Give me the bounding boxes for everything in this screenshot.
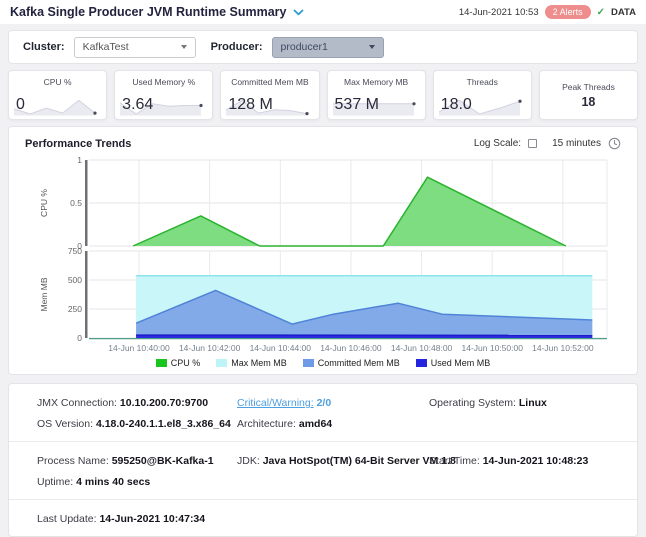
runtime-info-panel: JMX Connection: 10.10.200.70:9700 Critic… (8, 383, 638, 537)
svg-text:0: 0 (77, 333, 82, 343)
time-range-label[interactable]: 15 minutes (552, 138, 601, 149)
kpi-row: CPU % 0 Used Memory % 3.64 Committed Mem… (8, 70, 638, 120)
legend-color-chip (303, 359, 314, 367)
kpi-value: 3.64 (122, 96, 153, 114)
kpi-card-committed-mem[interactable]: Committed Mem MB 128 M (220, 70, 319, 120)
producer-select[interactable]: producer1 (272, 37, 384, 58)
svg-text:14-Jun 10:48:00: 14-Jun 10:48:00 (391, 343, 453, 353)
legend-item[interactable]: Used Mem MB (416, 358, 491, 368)
legend-item[interactable]: CPU % (156, 358, 201, 368)
top-bar: Kafka Single Producer JVM Runtime Summar… (0, 0, 646, 24)
svg-text:14-Jun 10:46:00: 14-Jun 10:46:00 (320, 343, 382, 353)
legend-color-chip (416, 359, 427, 367)
caret-down-icon (369, 45, 375, 49)
svg-text:750: 750 (68, 246, 82, 256)
performance-trends-chart: 00.51CPU %0250500750Mem MB14-Jun 10:40:0… (17, 154, 631, 356)
log-scale-checkbox[interactable] (528, 139, 537, 148)
start-time: Start Time: 14-Jun-2021 10:48:23 (429, 455, 609, 467)
legend-item[interactable]: Committed Mem MB (303, 358, 400, 368)
critical-warning-link[interactable]: Critical/Warning: 2/0 (237, 397, 429, 409)
kpi-title: Committed Mem MB (221, 77, 318, 87)
legend-label: Used Mem MB (431, 358, 491, 368)
svg-text:500: 500 (68, 275, 82, 285)
os-version: OS Version: 4.18.0-240.1.1.el8_3.x86_64 (37, 418, 237, 430)
kpi-title: Used Memory % (115, 77, 212, 87)
kpi-value: 0 (16, 96, 25, 114)
info-section-last-update: Last Update: 14-Jun-2021 10:47:34 (9, 500, 637, 536)
data-status-label: DATA (611, 7, 636, 18)
last-update: Last Update: 14-Jun-2021 10:47:34 (37, 513, 237, 525)
legend-color-chip (216, 359, 227, 367)
legend-label: CPU % (171, 358, 201, 368)
svg-text:14-Jun 10:52:00: 14-Jun 10:52:00 (532, 343, 594, 353)
kpi-card-used-memory[interactable]: Used Memory % 3.64 (114, 70, 213, 120)
chart-legend: CPU % Max Mem MB Committed Mem MB Used Mem … (17, 358, 629, 368)
producer-label: Producer: (211, 41, 263, 53)
page-title: Kafka Single Producer JVM Runtime Summar… (10, 5, 286, 19)
info-section-process: Process Name: 595250@BK-Kafka-1 JDK: Jav… (9, 442, 637, 500)
alerts-badge[interactable]: 2 Alerts (545, 5, 591, 19)
cluster-select-value: KafkaTest (83, 41, 129, 53)
uptime: Uptime: 4 mins 40 secs (37, 476, 237, 488)
info-section-system: JMX Connection: 10.10.200.70:9700 Critic… (9, 384, 637, 442)
filter-panel: Cluster: KafkaTest Producer: producer1 (8, 30, 638, 64)
svg-text:0.5: 0.5 (70, 198, 82, 208)
kpi-card-peak-threads[interactable]: Peak Threads 18 (539, 70, 638, 120)
architecture: Architecture: amd64 (237, 418, 429, 430)
kpi-title: CPU % (9, 77, 106, 87)
performance-trends-panel: Performance Trends Log Scale: 15 minutes… (8, 126, 638, 375)
kpi-card-threads[interactable]: Threads 18.0 (433, 70, 532, 120)
clock-icon[interactable] (608, 137, 621, 150)
kpi-value: 18.0 (441, 96, 472, 114)
cluster-label: Cluster: (23, 41, 65, 53)
svg-text:14-Jun 10:44:00: 14-Jun 10:44:00 (250, 343, 312, 353)
kpi-value: 18 (581, 95, 595, 109)
kpi-title: Peak Threads (562, 82, 615, 92)
trends-title: Performance Trends (25, 138, 131, 150)
producer-select-value: producer1 (281, 41, 328, 53)
log-scale-label: Log Scale: (474, 138, 521, 149)
kpi-card-cpu[interactable]: CPU % 0 (8, 70, 107, 120)
header-timestamp: 14-Jun-2021 10:53 (459, 7, 539, 18)
process-name: Process Name: 595250@BK-Kafka-1 (37, 455, 237, 467)
legend-label: Committed Mem MB (318, 358, 400, 368)
jdk: JDK: Java HotSpot(TM) 64-Bit Server VM 1… (237, 455, 429, 467)
cluster-select[interactable]: KafkaTest (74, 37, 196, 58)
svg-text:14-Jun 10:40:00: 14-Jun 10:40:00 (108, 343, 170, 353)
svg-text:14-Jun 10:42:00: 14-Jun 10:42:00 (179, 343, 241, 353)
kpi-title: Threads (434, 77, 531, 87)
svg-text:Mem MB: Mem MB (39, 277, 49, 311)
svg-text:1: 1 (77, 155, 82, 165)
kpi-value: 537 M (335, 96, 379, 114)
legend-label: Max Mem MB (231, 358, 287, 368)
legend-item[interactable]: Max Mem MB (216, 358, 287, 368)
jmx-connection: JMX Connection: 10.10.200.70:9700 (37, 397, 237, 409)
svg-text:14-Jun 10:50:00: 14-Jun 10:50:00 (461, 343, 523, 353)
svg-text:250: 250 (68, 304, 82, 314)
kpi-title: Max Memory MB (328, 77, 425, 87)
chevron-down-icon[interactable] (293, 9, 304, 16)
svg-text:CPU %: CPU % (39, 189, 49, 217)
kpi-card-max-memory[interactable]: Max Memory MB 537 M (327, 70, 426, 120)
kpi-value: 128 M (228, 96, 272, 114)
legend-color-chip (156, 359, 167, 367)
operating-system: Operating System: Linux (429, 397, 609, 409)
data-check-icon: ✓ (597, 7, 605, 18)
caret-down-icon (181, 45, 187, 49)
